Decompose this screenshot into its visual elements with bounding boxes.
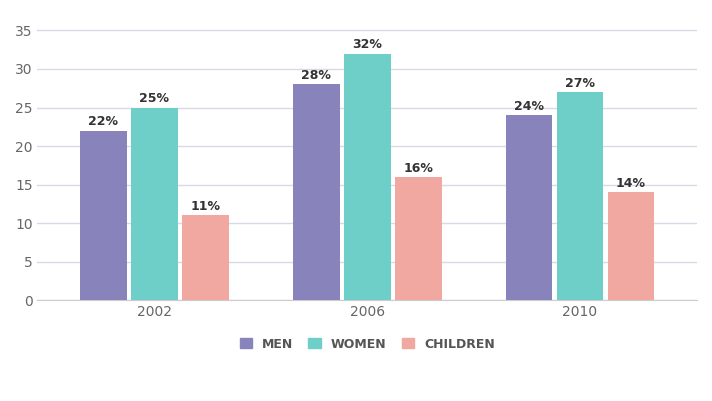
Text: 25%: 25% <box>140 92 169 105</box>
Text: 28%: 28% <box>301 69 331 82</box>
Bar <box>182 215 229 300</box>
Bar <box>506 115 553 300</box>
Bar <box>293 84 340 300</box>
Text: 11%: 11% <box>191 200 221 213</box>
Bar <box>557 92 603 300</box>
Text: 22%: 22% <box>88 115 118 128</box>
Text: 27%: 27% <box>565 77 595 90</box>
Text: 16%: 16% <box>404 162 433 174</box>
Text: 24%: 24% <box>514 100 544 113</box>
Bar <box>80 131 127 300</box>
Bar <box>395 177 441 300</box>
Bar <box>344 54 391 300</box>
Text: 14%: 14% <box>616 177 646 190</box>
Bar <box>607 192 654 300</box>
Bar <box>131 107 178 300</box>
Text: 32%: 32% <box>352 38 382 51</box>
Legend: MEN, WOMEN, CHILDREN: MEN, WOMEN, CHILDREN <box>234 331 501 357</box>
